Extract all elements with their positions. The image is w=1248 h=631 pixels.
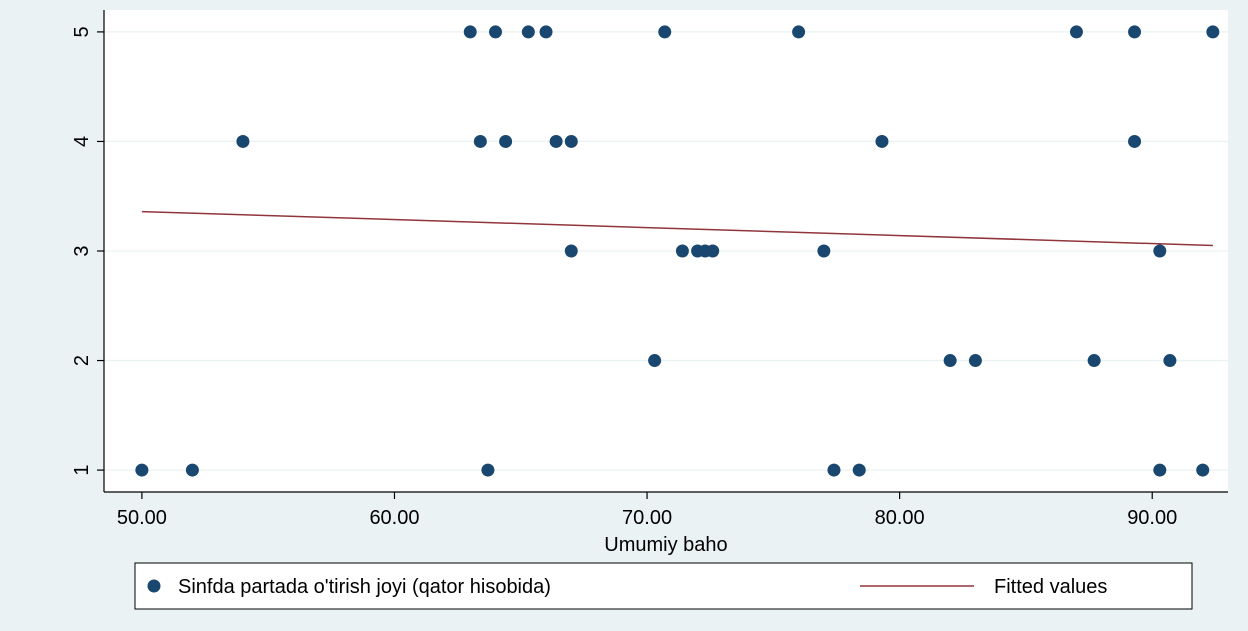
scatter-point	[236, 134, 250, 148]
scatter-point	[675, 244, 689, 258]
scatter-point	[943, 354, 957, 368]
scatter-point	[1128, 25, 1142, 39]
scatter-point	[968, 354, 982, 368]
legend: Sinfda partada o'tirish joyi (qator hiso…	[134, 562, 1193, 610]
scatter-point	[852, 463, 866, 477]
x-tick-label: 70.00	[622, 507, 672, 529]
scatter-point	[658, 25, 672, 39]
scatter-point	[1087, 354, 1101, 368]
scatter-point	[648, 354, 662, 368]
scatter-point	[499, 134, 513, 148]
scatter-point	[1153, 463, 1167, 477]
x-tick-label: 90.00	[1127, 507, 1177, 529]
scatter-point	[489, 25, 503, 39]
scatter-point	[1196, 463, 1210, 477]
y-tick-label: 2	[71, 355, 93, 366]
fitted-line-layer	[141, 210, 1213, 247]
scatter-point	[875, 134, 889, 148]
legend-label-scatter: Sinfda partada o'tirish joyi (qator hiso…	[178, 576, 551, 598]
y-tick-label: 5	[71, 26, 93, 37]
scatter-points	[135, 25, 1220, 477]
x-tick-label: 80.00	[875, 507, 925, 529]
legend-marker-scatter	[147, 579, 161, 593]
fitted-values-line	[141, 210, 1213, 247]
scatter-point	[1163, 354, 1177, 368]
scatter-point	[539, 25, 553, 39]
scatter-point	[1153, 244, 1167, 258]
legend-label-fitted: Fitted values	[994, 576, 1107, 598]
scatter-point	[463, 25, 477, 39]
y-tick-label: 3	[71, 245, 93, 256]
scatter-point	[473, 134, 487, 148]
scatter-point	[1069, 25, 1083, 39]
scatter-point	[706, 244, 720, 258]
axis-ticks: 1 2 3 4 5 50.00 60.00 70.00 80.00 90.00	[71, 26, 1177, 529]
scatter-point	[185, 463, 199, 477]
scatter-point	[792, 25, 806, 39]
scatter-point	[549, 134, 563, 148]
y-tick-label: 1	[71, 465, 93, 476]
scatter-point	[1128, 134, 1142, 148]
x-tick-label: 60.00	[369, 507, 419, 529]
scatter-point	[521, 25, 535, 39]
scatter-point	[564, 134, 578, 148]
scatter-point	[481, 463, 495, 477]
x-axis-label: Umumiy baho	[604, 534, 727, 556]
legend-box	[134, 562, 1193, 610]
scatter-point	[1206, 25, 1220, 39]
scatter-point	[817, 244, 831, 258]
y-tick-label: 4	[71, 136, 93, 147]
grid-lines	[104, 31, 1228, 471]
x-tick-label: 50.00	[117, 507, 167, 529]
scatter-point	[135, 463, 149, 477]
scatter-point	[827, 463, 841, 477]
scatter-point	[564, 244, 578, 258]
